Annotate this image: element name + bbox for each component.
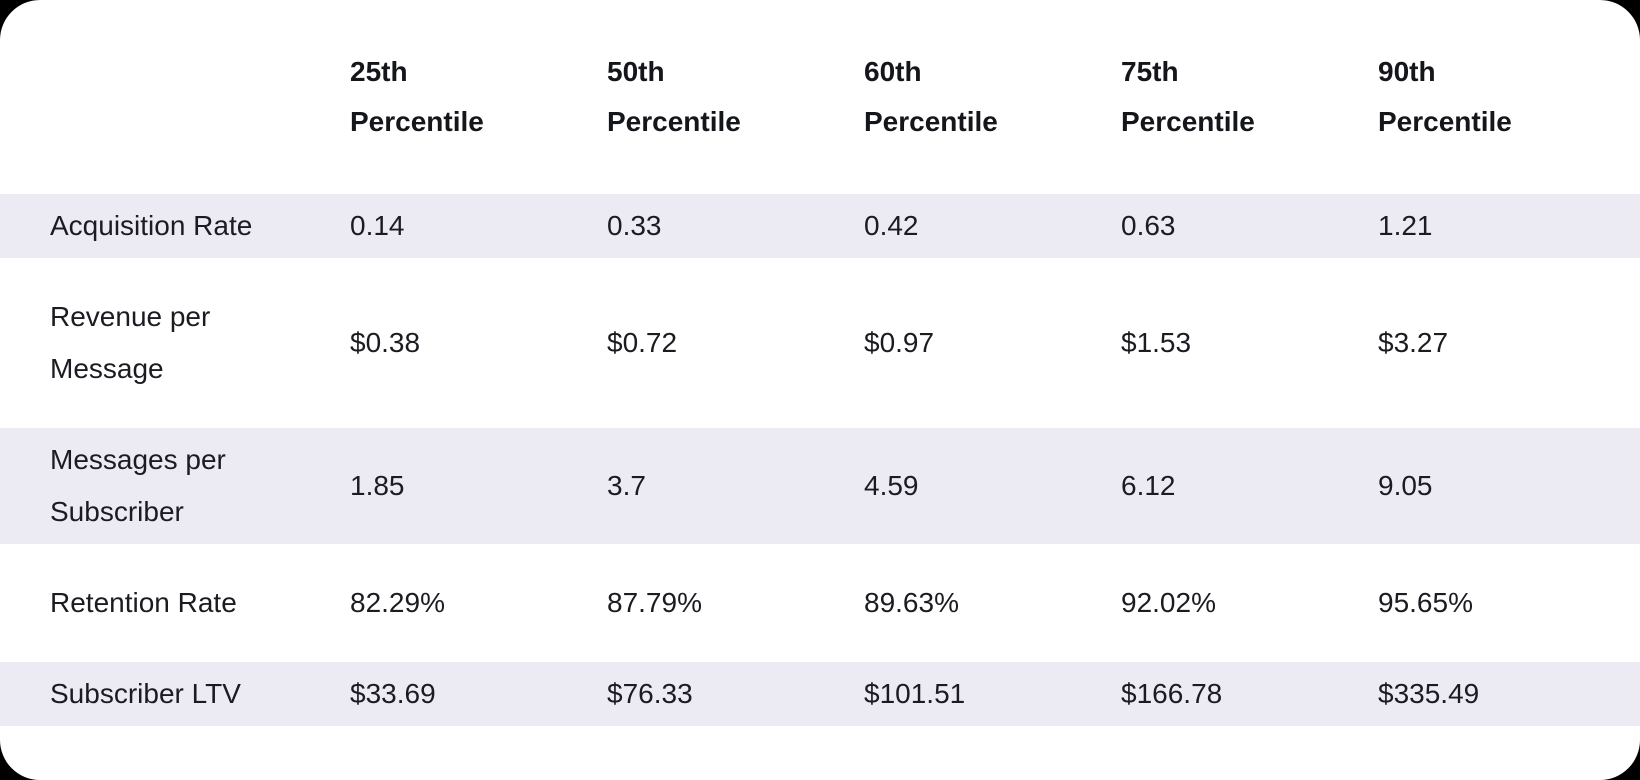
cell-value: 87.79% (607, 587, 702, 618)
table-row-messages-per-subscriber: Messages per Subscriber 1.85 3.7 4.59 6.… (0, 428, 1640, 544)
cell-value: $1.53 (1121, 327, 1192, 358)
table-row-acquisition-rate: Acquisition Rate 0.14 0.33 0.42 0.63 1.2… (0, 194, 1640, 258)
cell-value: $166.78 (1121, 662, 1378, 726)
cell-value: $76.33 (607, 662, 864, 726)
cell-value: 92.02% (1121, 587, 1216, 618)
row-label: Retention Rate (50, 587, 237, 618)
cell-value: 6.12 (1121, 428, 1378, 544)
cell-value: 95.65% (1378, 587, 1473, 618)
row-label: Acquisition Rate (0, 194, 350, 258)
column-header-25th: 25th Percentile (350, 27, 607, 167)
column-header-75th: 75th Percentile (1121, 27, 1378, 167)
cell-value: $0.97 (864, 327, 935, 358)
column-header-90th: 90th Percentile (1378, 27, 1640, 167)
table-row-retention-rate: Retention Rate 82.29% 87.79% 89.63% 92.0… (0, 571, 1640, 635)
cell-value: 4.59 (864, 428, 1121, 544)
column-header-60th: 60th Percentile (864, 27, 1121, 167)
cell-value: $335.49 (1378, 662, 1640, 726)
cell-value: 1.21 (1378, 194, 1640, 258)
cell-value: $0.38 (350, 327, 421, 358)
cell-value: 3.7 (607, 428, 864, 544)
cell-value: 9.05 (1378, 428, 1640, 544)
corner-cell (0, 27, 350, 167)
cell-value: $33.69 (350, 662, 607, 726)
cell-value: 0.63 (1121, 194, 1378, 258)
cell-value: $3.27 (1378, 327, 1449, 358)
cell-value: 0.33 (607, 194, 864, 258)
column-header-50th: 50th Percentile (607, 27, 864, 167)
header-row: 25th Percentile 50th Percentile 60th Per… (0, 27, 1640, 167)
column-header-label: 25th Percentile (350, 56, 484, 137)
table-row-subscriber-ltv: Subscriber LTV $33.69 $76.33 $101.51 $16… (0, 662, 1640, 726)
cell-value: 0.42 (864, 194, 1121, 258)
cell-value: 1.85 (350, 428, 607, 544)
column-header-label: 90th Percentile (1378, 56, 1512, 137)
cell-value: $101.51 (864, 662, 1121, 726)
table-row-revenue-per-message: Revenue per Message $0.38 $0.72 $0.97 $1… (0, 285, 1640, 401)
cell-value: 89.63% (864, 587, 959, 618)
column-header-label: 60th Percentile (864, 56, 998, 137)
row-label: Subscriber LTV (0, 662, 350, 726)
cell-value: $0.72 (607, 327, 678, 358)
cell-value: 82.29% (350, 587, 445, 618)
row-label: Revenue per Message (50, 301, 211, 384)
row-label: Messages per Subscriber (0, 428, 350, 544)
cell-value: 0.14 (350, 194, 607, 258)
column-header-label: 75th Percentile (1121, 56, 1255, 137)
column-header-label: 50th Percentile (607, 56, 741, 137)
percentile-metrics-table: 25th Percentile 50th Percentile 60th Per… (0, 27, 1640, 726)
